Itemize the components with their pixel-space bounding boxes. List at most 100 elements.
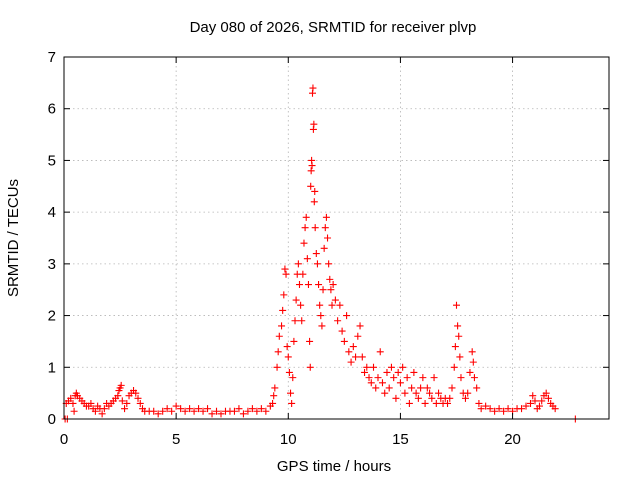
data-point [281,265,289,273]
data-point [473,384,481,392]
data-point [352,353,360,361]
data-point [542,389,550,397]
data-point [181,407,189,415]
data-point [100,405,108,413]
data-point [401,389,409,397]
data-point [298,317,306,325]
data-point [299,270,307,278]
y-tick-label: 5 [48,152,56,169]
data-point [475,399,483,407]
data-point [290,337,298,345]
data-points [61,84,579,423]
data-point [273,363,281,371]
data-point [491,407,499,415]
data-point [91,407,99,415]
data-point [318,322,326,330]
data-point [343,312,351,320]
x-tick-label: 10 [280,431,297,448]
x-axis-label: GPS time / hours [277,458,391,475]
data-point [67,394,75,402]
data-point [121,405,129,413]
data-point [319,286,327,294]
data-point [295,281,303,289]
data-point [522,402,530,410]
data-point [300,239,308,247]
data-point [199,407,207,415]
data-point [529,392,537,400]
data-point [287,389,295,397]
data-point [303,255,311,263]
data-point [374,374,382,382]
data-point [354,332,362,340]
data-point [392,394,400,402]
data-point [331,296,339,304]
data-point [363,363,371,371]
data-point [306,337,314,345]
data-point [279,306,287,314]
data-point [235,405,243,413]
x-tick-label: 15 [392,431,409,448]
data-point [367,379,375,387]
data-point [297,301,305,309]
plot-frame [63,56,610,420]
data-point [338,327,346,335]
data-point [527,399,535,407]
data-point [134,394,142,402]
data-point [461,394,469,402]
data-point [428,394,436,402]
data-point [280,291,288,299]
data-point [444,399,452,407]
data-point [163,405,171,413]
data-point [417,384,425,392]
data-point [387,363,395,371]
data-point [421,399,429,407]
data-point [282,270,290,278]
data-point [477,405,485,413]
data-point [159,407,167,415]
data-point [310,120,318,128]
data-point [313,260,321,268]
data-point [316,301,324,309]
data-point [452,301,460,309]
y-axis-label: SRMTID / TECUs [5,179,22,297]
data-point [302,213,310,221]
data-point [325,260,333,268]
data-point [370,363,378,371]
data-point [248,405,256,413]
data-point [312,250,320,258]
data-point [150,407,158,415]
data-point [239,410,247,418]
data-point [195,405,203,413]
data-point [208,410,216,418]
data-point [301,224,309,232]
data-point [70,407,78,415]
data-point [230,407,238,415]
data-point [435,389,443,397]
y-tick-label: 7 [48,49,56,66]
data-point [328,301,336,309]
data-point [504,405,512,413]
data-point [454,322,462,330]
data-point [114,392,122,400]
data-point [213,407,221,415]
data-point [356,322,364,330]
y-tick-label: 0 [48,411,56,428]
data-point [118,397,126,405]
data-point [518,405,526,413]
data-point [365,374,373,382]
data-point [347,358,355,366]
data-point [396,379,404,387]
data-point [244,407,252,415]
data-point [217,410,225,418]
y-tick-label: 2 [48,308,56,325]
data-point [390,374,398,382]
data-point [257,405,265,413]
data-point [321,224,329,232]
data-point [136,399,144,407]
data-point [372,384,380,392]
data-point [291,317,299,325]
data-point [414,394,422,402]
data-point [399,363,407,371]
data-point [419,374,427,382]
data-point [340,337,348,345]
